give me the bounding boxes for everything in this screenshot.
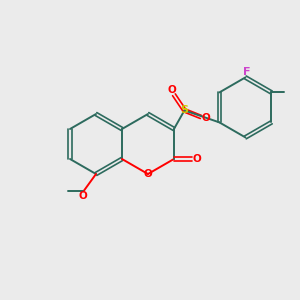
Text: O: O <box>192 154 201 164</box>
Text: O: O <box>201 113 210 124</box>
Text: S: S <box>180 105 188 116</box>
Text: O: O <box>78 190 87 201</box>
Text: O: O <box>144 169 152 179</box>
Text: F: F <box>243 67 251 77</box>
Text: O: O <box>167 85 176 95</box>
